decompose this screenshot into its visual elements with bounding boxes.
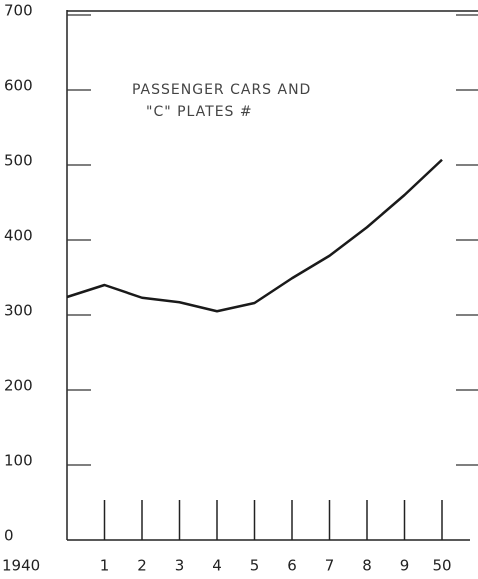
y-tick-label: 100 bbox=[4, 452, 33, 470]
y-tick-label: 0 bbox=[4, 527, 14, 545]
x-tick-label: 1940 bbox=[2, 557, 40, 575]
y-tick-label: 500 bbox=[4, 152, 33, 170]
x-tick-label: 4 bbox=[212, 557, 222, 575]
x-tick-label: 9 bbox=[400, 557, 410, 575]
x-tick-label: 5 bbox=[250, 557, 260, 575]
x-tick-label: 8 bbox=[362, 557, 372, 575]
x-tick-label: 7 bbox=[325, 557, 335, 575]
data-line bbox=[66, 158, 443, 313]
annotation: PASSENGER CARS AND bbox=[132, 82, 311, 98]
y-tick-label: 400 bbox=[4, 227, 33, 245]
x-tick-label: 6 bbox=[287, 557, 297, 575]
y-tick-label: 200 bbox=[4, 377, 33, 395]
y-tick-label: 600 bbox=[4, 77, 33, 95]
x-tick-label: 3 bbox=[175, 557, 185, 575]
y-tick-label: 700 bbox=[4, 2, 33, 20]
x-tick-label: 2 bbox=[137, 557, 147, 575]
x-tick-label: 1 bbox=[100, 557, 110, 575]
annotation: "C" PLATES # bbox=[146, 104, 253, 120]
x-tick-label: 50 bbox=[432, 557, 451, 575]
y-tick-label: 300 bbox=[4, 302, 33, 320]
